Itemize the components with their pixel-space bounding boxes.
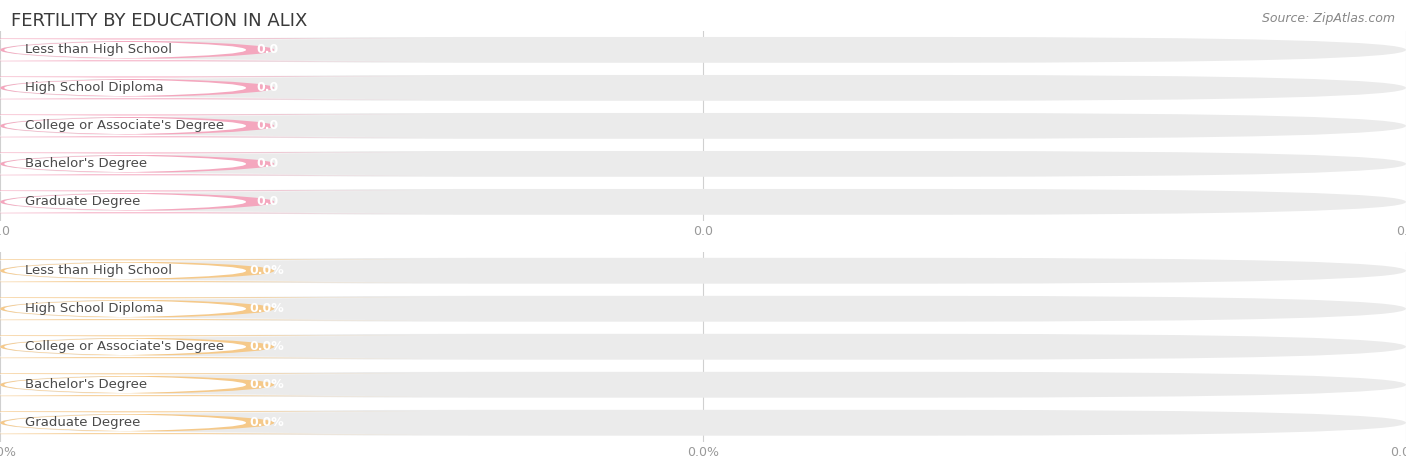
FancyBboxPatch shape [0,39,391,60]
FancyBboxPatch shape [0,334,1406,360]
FancyBboxPatch shape [0,77,391,98]
FancyBboxPatch shape [0,411,422,434]
FancyBboxPatch shape [0,335,422,358]
Text: 0.0: 0.0 [256,81,278,95]
FancyBboxPatch shape [0,336,391,357]
FancyBboxPatch shape [0,258,1406,284]
FancyBboxPatch shape [0,260,391,281]
FancyBboxPatch shape [0,191,391,212]
Text: 0.0%: 0.0% [250,340,284,353]
Text: Graduate Degree: Graduate Degree [25,195,141,209]
FancyBboxPatch shape [0,298,391,319]
FancyBboxPatch shape [0,151,1406,177]
FancyBboxPatch shape [0,372,1406,398]
Text: 0.0: 0.0 [256,195,278,209]
FancyBboxPatch shape [0,374,391,395]
FancyBboxPatch shape [0,153,391,174]
FancyBboxPatch shape [0,259,422,282]
FancyBboxPatch shape [0,410,1406,436]
Text: College or Associate's Degree: College or Associate's Degree [25,340,225,353]
Text: Bachelor's Degree: Bachelor's Degree [25,378,148,391]
FancyBboxPatch shape [0,38,422,61]
FancyBboxPatch shape [0,115,391,136]
FancyBboxPatch shape [0,190,422,213]
Text: Less than High School: Less than High School [25,43,173,57]
FancyBboxPatch shape [0,37,1406,63]
FancyBboxPatch shape [0,296,1406,322]
FancyBboxPatch shape [0,75,1406,101]
Text: FERTILITY BY EDUCATION IN ALIX: FERTILITY BY EDUCATION IN ALIX [11,12,308,30]
Text: 0.0%: 0.0% [250,378,284,391]
Text: Bachelor's Degree: Bachelor's Degree [25,157,148,171]
FancyBboxPatch shape [0,113,1406,139]
FancyBboxPatch shape [0,76,422,99]
FancyBboxPatch shape [0,373,422,396]
FancyBboxPatch shape [0,114,422,137]
Text: Source: ZipAtlas.com: Source: ZipAtlas.com [1261,12,1395,25]
Text: 0.0%: 0.0% [250,302,284,315]
Text: 0.0: 0.0 [256,43,278,57]
FancyBboxPatch shape [0,412,391,433]
Text: Graduate Degree: Graduate Degree [25,416,141,429]
Text: 0.0%: 0.0% [250,416,284,429]
Text: College or Associate's Degree: College or Associate's Degree [25,119,225,133]
Text: High School Diploma: High School Diploma [25,81,165,95]
Text: 0.0%: 0.0% [250,264,284,277]
Text: 0.0: 0.0 [256,157,278,171]
FancyBboxPatch shape [0,189,1406,215]
Text: Less than High School: Less than High School [25,264,173,277]
FancyBboxPatch shape [0,152,422,175]
Text: High School Diploma: High School Diploma [25,302,165,315]
Text: 0.0: 0.0 [256,119,278,133]
FancyBboxPatch shape [0,297,422,320]
